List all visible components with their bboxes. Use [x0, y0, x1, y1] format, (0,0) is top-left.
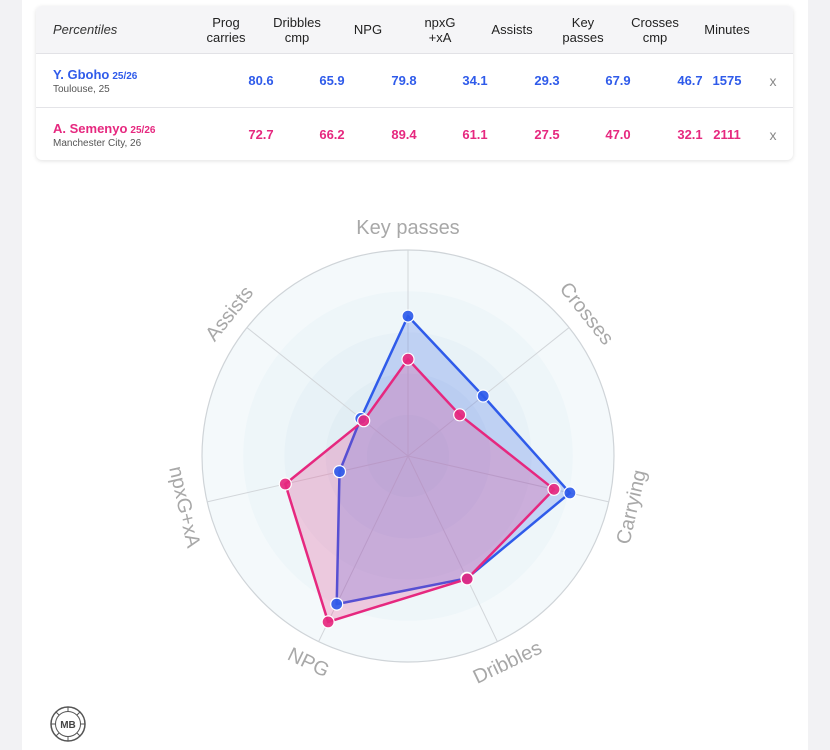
cell-key-passes: 47.0: [605, 127, 631, 142]
col-header-key-passes: Key passes: [562, 14, 604, 45]
player-meta: Manchester City, 26: [53, 138, 142, 149]
radar-point: [321, 615, 335, 629]
col-header-assists: Assists: [491, 22, 533, 37]
cell-assists: 29.3: [534, 73, 560, 88]
player-meta: Toulouse, 25: [53, 84, 110, 95]
cell-npxg-xa: 61.1: [462, 127, 488, 142]
remove-player-button[interactable]: x: [769, 126, 777, 143]
radar-axis-label: npxG+xA: [164, 464, 204, 550]
radar-axis-label: Carrying: [613, 468, 651, 547]
radar-point: [401, 352, 415, 366]
cell-dribbles-cmp: 66.2: [319, 127, 345, 142]
table-header: Percentiles Prog carries Dribbles cmp NPG …: [36, 6, 793, 54]
col-header-npxg-xa: npxG +xA: [424, 14, 456, 45]
table-row: A. Semenyo 25/26 Manchester City, 26 72.7…: [36, 108, 793, 160]
cell-npg: 79.8: [391, 73, 417, 88]
cell-crosses-cmp: 32.1: [677, 127, 703, 142]
cell-prog-carries: 72.7: [248, 127, 274, 142]
radar-spoke: [407, 327, 570, 457]
radar-axis-label: NPG: [284, 644, 333, 683]
logo-text: MB: [60, 720, 76, 731]
radar-point: [476, 389, 490, 403]
cell-assists: 27.5: [534, 127, 560, 142]
percentiles-table: Percentiles Prog carries Dribbles cmp NPG …: [36, 6, 793, 160]
radar-spoke: [207, 455, 409, 503]
radar-spoke: [407, 455, 498, 642]
cell-prog-carries: 80.6: [248, 73, 274, 88]
col-header-minutes: Minutes: [704, 22, 750, 37]
player-season: 25/26: [130, 125, 156, 136]
col-header-dribbles-cmp: Dribbles cmp: [273, 14, 321, 45]
radar-axis-label: Key passes: [356, 217, 459, 239]
remove-player-button[interactable]: x: [769, 72, 777, 89]
radar-point: [547, 482, 561, 496]
radar-point: [330, 597, 344, 611]
cell-npg: 89.4: [391, 127, 417, 142]
radar-point: [278, 477, 292, 491]
radar-spoke: [246, 327, 409, 457]
cell-minutes: 2111: [713, 127, 741, 142]
col-header-crosses-cmp: Crosses cmp: [631, 14, 679, 45]
table-row: Y. Gboho 25/26 Toulouse, 25 80.6 65.9 79.…: [36, 54, 793, 108]
cell-minutes: 1575: [712, 73, 742, 88]
player-season: 25/26: [112, 71, 138, 82]
cell-dribbles-cmp: 65.9: [319, 73, 345, 88]
radar-point: [401, 309, 415, 323]
radar-point: [453, 408, 467, 422]
radar-point: [460, 572, 474, 586]
player-name[interactable]: Y. Gboho 25/26: [53, 67, 138, 82]
radar-series-area-2: [284, 357, 556, 624]
radar-point: [332, 465, 347, 479]
corner-label: Percentiles: [53, 22, 118, 37]
radar-point: [563, 486, 577, 500]
cell-npxg-xa: 34.1: [462, 73, 488, 88]
radar-spoke: [318, 455, 409, 642]
col-header-prog-carries: Prog carries: [206, 14, 246, 45]
player-name[interactable]: A. Semenyo 25/26: [53, 121, 156, 136]
col-header-npg: NPG: [353, 22, 383, 37]
cell-crosses-cmp: 46.7: [677, 73, 703, 88]
cell-key-passes: 67.9: [605, 73, 631, 88]
radar-point: [357, 414, 371, 428]
mb-logo-icon: MB: [50, 706, 86, 742]
